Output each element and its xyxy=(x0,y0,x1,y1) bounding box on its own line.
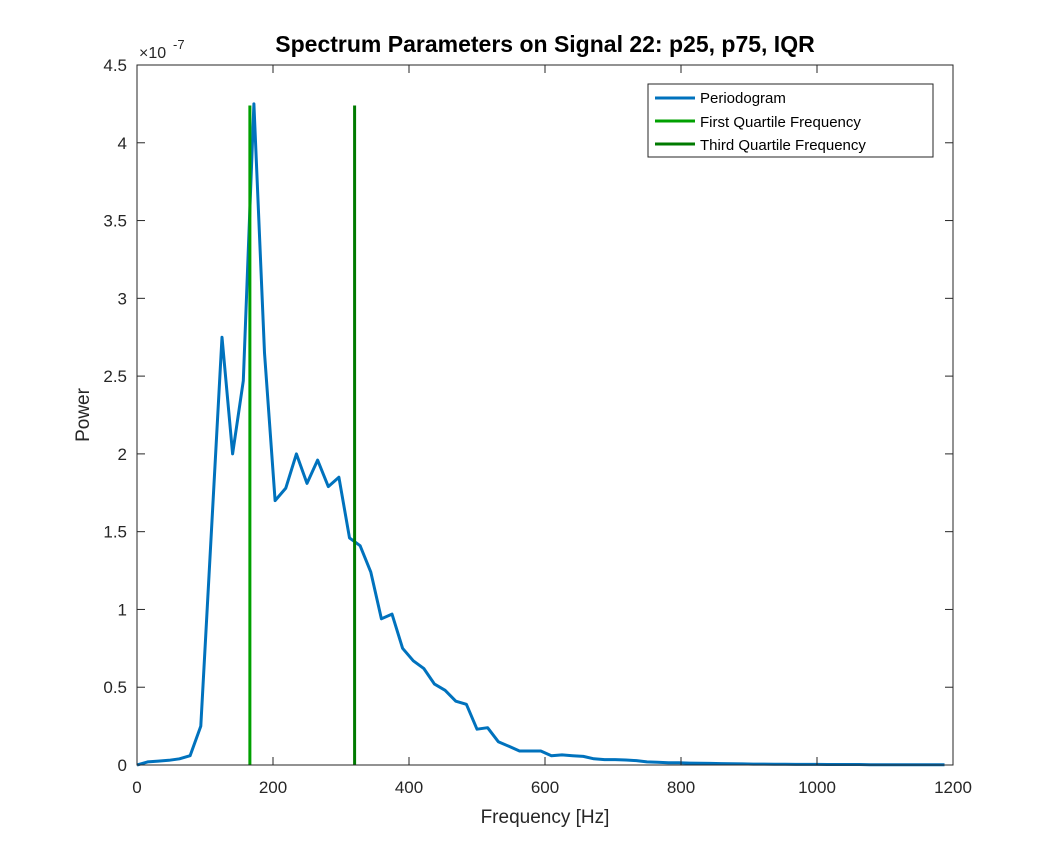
x-axis-title: Frequency [Hz] xyxy=(481,807,610,828)
y-tick-label: 4 xyxy=(118,134,127,153)
y-tick-label: 3.5 xyxy=(103,212,127,231)
plot-area xyxy=(137,65,953,765)
legend-box xyxy=(647,83,934,158)
legend-label-periodogram: Periodogram xyxy=(700,90,786,107)
y-tick-label: 1 xyxy=(118,600,127,619)
y-tick-label: 0 xyxy=(118,756,127,775)
x-tick-label: 1200 xyxy=(934,778,972,797)
series-layer xyxy=(136,102,945,767)
periodogram-line xyxy=(136,102,945,767)
x-tick-label: 200 xyxy=(259,778,287,797)
y-axis-title: Power xyxy=(73,387,94,442)
x-tick-label: 1000 xyxy=(798,778,836,797)
x-tick-label: 400 xyxy=(395,778,423,797)
legend: Periodogram First Quartile Frequency Thi… xyxy=(647,83,934,158)
chart-title: Spectrum Parameters on Signal 22: p25, p… xyxy=(275,31,815,57)
y-tick-label: 1.5 xyxy=(103,523,127,542)
legend-label-third-quartile: Third Quartile Frequency xyxy=(700,137,866,154)
x-tick-label: 0 xyxy=(132,778,141,797)
y-exponent-power: -7 xyxy=(173,37,185,52)
tick-layer: 0 200 400 600 800 1000 1200 0 0.5 1 1.5 2 2.5 3 3.5 4 4.… xyxy=(103,56,972,797)
y-tick-label: 0.5 xyxy=(103,678,127,697)
x-tick-label: 800 xyxy=(667,778,695,797)
y-tick-label: 2.5 xyxy=(103,367,127,386)
y-tick-label: 3 xyxy=(118,289,127,308)
y-exponent-base: ×10 xyxy=(139,45,166,62)
y-tick-label: 2 xyxy=(118,445,127,464)
y-tick-label: 4.5 xyxy=(103,56,127,75)
y-exponent: ×10 -7 xyxy=(139,37,185,62)
legend-label-first-quartile: First Quartile Frequency xyxy=(700,114,861,131)
x-tick-label: 600 xyxy=(531,778,559,797)
